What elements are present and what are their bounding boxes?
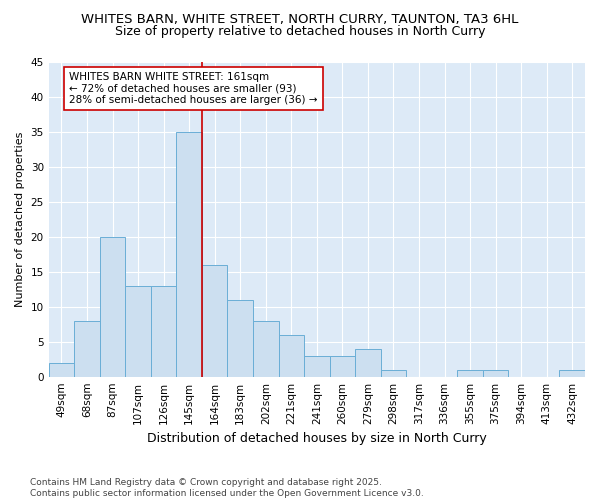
Text: Size of property relative to detached houses in North Curry: Size of property relative to detached ho… xyxy=(115,25,485,38)
Bar xyxy=(559,370,585,376)
Bar xyxy=(253,320,278,376)
Bar xyxy=(100,236,125,376)
Bar xyxy=(278,334,304,376)
Bar xyxy=(151,286,176,376)
Bar xyxy=(457,370,483,376)
X-axis label: Distribution of detached houses by size in North Curry: Distribution of detached houses by size … xyxy=(147,432,487,445)
Bar xyxy=(380,370,406,376)
Bar xyxy=(329,356,355,376)
Bar xyxy=(304,356,329,376)
Bar xyxy=(125,286,151,376)
Bar xyxy=(74,320,100,376)
Y-axis label: Number of detached properties: Number of detached properties xyxy=(15,132,25,307)
Bar xyxy=(483,370,508,376)
Bar xyxy=(355,348,380,376)
Bar xyxy=(176,132,202,376)
Bar xyxy=(49,362,74,376)
Text: WHITES BARN WHITE STREET: 161sqm
← 72% of detached houses are smaller (93)
28% o: WHITES BARN WHITE STREET: 161sqm ← 72% o… xyxy=(69,72,317,105)
Text: WHITES BARN, WHITE STREET, NORTH CURRY, TAUNTON, TA3 6HL: WHITES BARN, WHITE STREET, NORTH CURRY, … xyxy=(82,12,518,26)
Bar xyxy=(227,300,253,376)
Bar xyxy=(202,264,227,376)
Text: Contains HM Land Registry data © Crown copyright and database right 2025.
Contai: Contains HM Land Registry data © Crown c… xyxy=(30,478,424,498)
